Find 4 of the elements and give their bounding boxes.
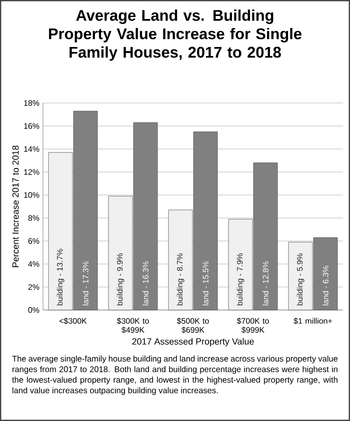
- y-axis-title: Percent Increase 2017 to 2018: [12, 146, 19, 268]
- x-axis-title: 2017 Assessed Property Value: [132, 338, 254, 346]
- text: The average single-family house building and land increase across various property value ranges from 2017 to 2018. Both land and building percentage increases were highest in the lowest-valued property range, and lowest in the highest-valued property range, with land value increases outpacing building value increases.: [12, 356, 338, 395]
- chart-title: Average Land vs. Building Property Value Increase for Single Family Houses, 2017 to 2018: [49, 10, 302, 61]
